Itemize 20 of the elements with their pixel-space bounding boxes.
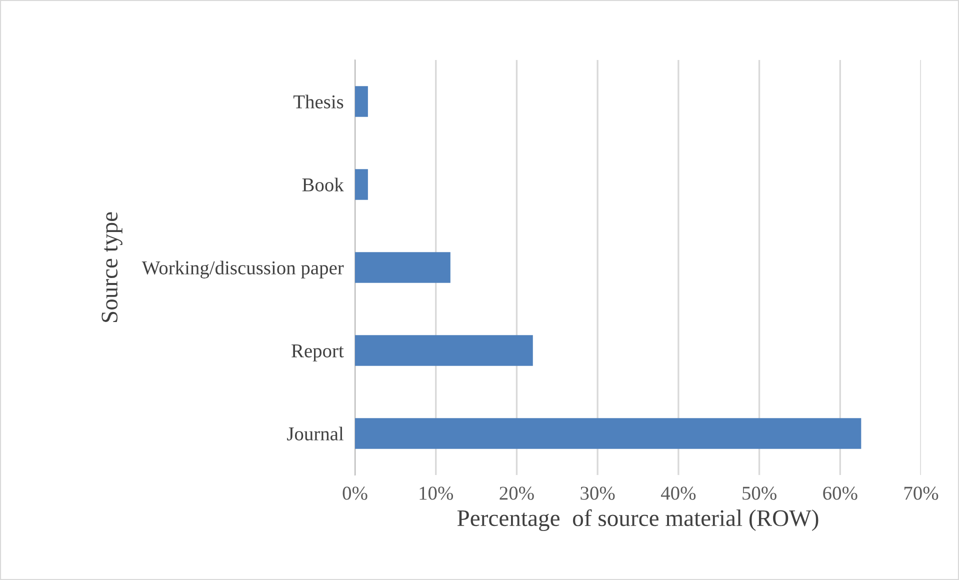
bar xyxy=(355,418,862,449)
y-tick-label: Report xyxy=(292,344,344,362)
bar xyxy=(355,86,368,117)
x-tick-label: 50% xyxy=(742,486,776,500)
y-tick-label: Book xyxy=(302,178,344,192)
x-axis-title: Percentage of source material (ROW) xyxy=(457,509,818,532)
y-axis-title: Source type xyxy=(102,212,122,322)
y-tick-label: Thesis xyxy=(293,94,344,108)
bar xyxy=(355,169,368,200)
x-tick-label: 20% xyxy=(500,486,534,500)
x-tick-label: 10% xyxy=(420,486,454,500)
x-tick-label: 30% xyxy=(580,486,615,500)
x-tick-label: 70% xyxy=(904,486,938,500)
x-tick-label: 0% xyxy=(342,486,368,500)
x-tick-label: 40% xyxy=(660,486,696,500)
bar xyxy=(355,335,533,366)
bar xyxy=(355,252,450,283)
y-tick-label: Working/discussion paper xyxy=(142,260,344,278)
y-tick-label: Journal xyxy=(287,426,344,440)
x-tick-label: 60% xyxy=(823,486,858,500)
